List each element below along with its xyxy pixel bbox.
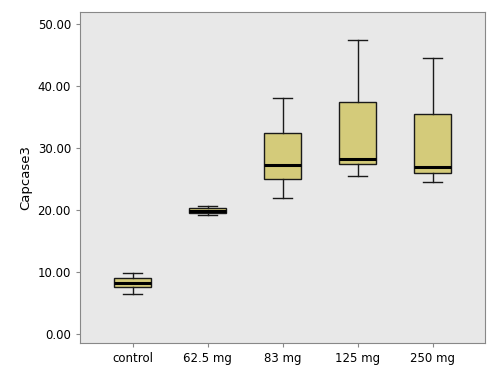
PathPatch shape	[189, 208, 226, 213]
PathPatch shape	[114, 278, 151, 287]
PathPatch shape	[339, 101, 376, 163]
PathPatch shape	[414, 114, 451, 173]
Y-axis label: Capcase3: Capcase3	[19, 145, 32, 210]
PathPatch shape	[264, 133, 301, 179]
